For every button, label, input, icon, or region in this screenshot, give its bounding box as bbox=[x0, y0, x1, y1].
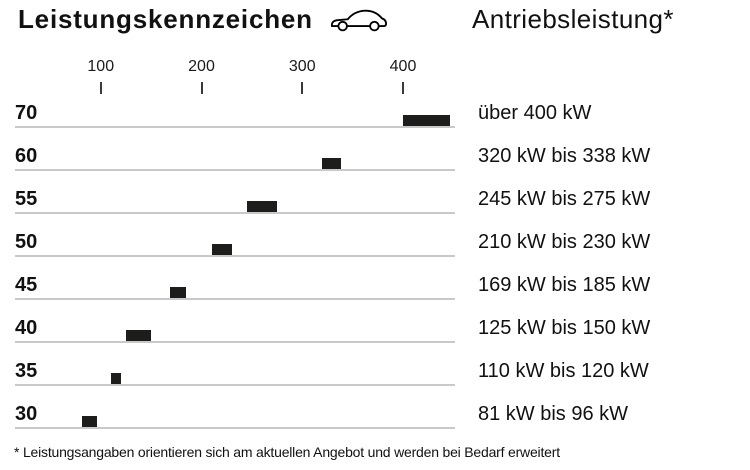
power-range-bar bbox=[322, 158, 341, 169]
axis-tick-mark bbox=[402, 82, 404, 94]
row-range-label: 125 kW bis 150 kW bbox=[478, 317, 651, 339]
row-range-label: über 400 kW bbox=[478, 102, 592, 124]
page-title: Leistungskennzeichen bbox=[18, 4, 313, 34]
car-side-icon bbox=[330, 9, 387, 32]
power-range-bar bbox=[403, 115, 451, 126]
row-baseline bbox=[15, 384, 455, 386]
row-class-label: 70 bbox=[15, 102, 38, 124]
row-baseline bbox=[15, 255, 455, 257]
footnote: * Leistungsangaben orientieren sich am a… bbox=[14, 444, 560, 460]
power-range-bar bbox=[110, 373, 121, 384]
row-range-label: 245 kW bis 275 kW bbox=[478, 188, 651, 210]
row-class-label: 40 bbox=[15, 317, 38, 339]
row-baseline bbox=[15, 212, 455, 214]
row-range-label: 110 kW bis 120 kW bbox=[478, 360, 649, 382]
row-baseline bbox=[15, 427, 455, 429]
power-range-bar bbox=[170, 287, 187, 298]
row-class-label: 45 bbox=[15, 274, 38, 296]
power-range-bar bbox=[246, 201, 278, 212]
value-axis-title: Antriebsleistung* bbox=[472, 4, 674, 34]
axis-tick-mark bbox=[99, 82, 102, 94]
row-class-label: 35 bbox=[15, 360, 38, 382]
axis-tick-mark bbox=[301, 82, 304, 94]
row-class-label: 60 bbox=[15, 145, 38, 167]
row-class-label: 50 bbox=[15, 231, 38, 253]
row-baseline bbox=[15, 341, 455, 343]
power-range-bar bbox=[81, 416, 97, 427]
power-range-bar bbox=[125, 330, 152, 341]
axis-tick-label: 200 bbox=[188, 58, 215, 75]
row-range-label: 169 kW bis 185 kW bbox=[478, 274, 651, 296]
axis-tick-label: 300 bbox=[288, 58, 316, 75]
row-range-label: 320 kW bis 338 kW bbox=[478, 145, 651, 167]
row-class-label: 55 bbox=[15, 188, 38, 210]
row-range-label: 81 kW bis 96 kW bbox=[478, 403, 629, 425]
axis-tick-label: 400 bbox=[389, 58, 417, 75]
row-range-label: 210 kW bis 230 kW bbox=[478, 231, 651, 253]
axis-tick-mark bbox=[200, 82, 203, 94]
row-baseline bbox=[15, 298, 455, 300]
row-class-label: 30 bbox=[15, 403, 38, 425]
power-range-bar bbox=[211, 244, 232, 255]
row-baseline bbox=[15, 126, 455, 128]
row-baseline bbox=[15, 169, 455, 171]
axis-tick-label: 100 bbox=[87, 58, 115, 75]
